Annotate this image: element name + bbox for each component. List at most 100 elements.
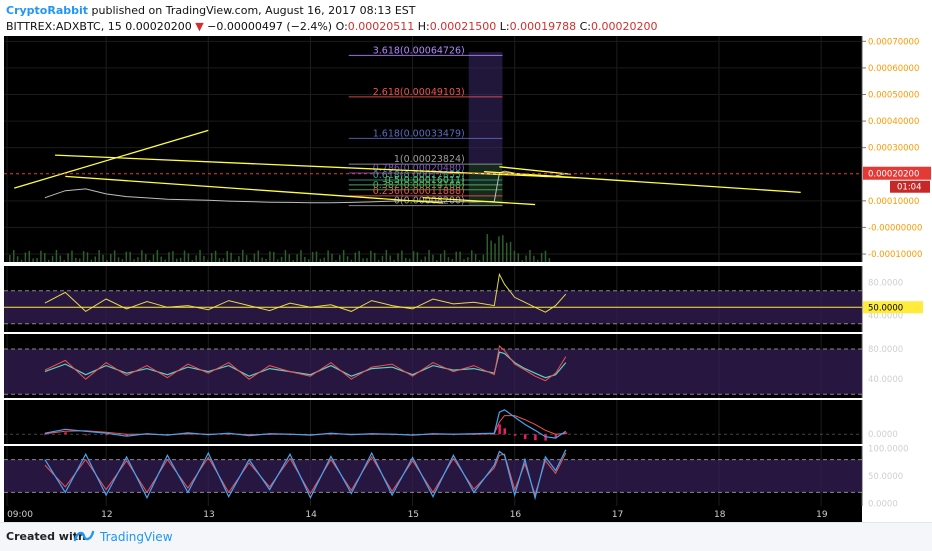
stoch-rsi-k-line: [44, 345, 567, 382]
volume-bar: [408, 258, 411, 262]
macd-histogram-bar: [513, 434, 517, 436]
trendline: [499, 166, 571, 175]
volume-bar: [249, 259, 252, 262]
volume-bar: [288, 254, 291, 262]
volume-bar: [121, 259, 124, 262]
trendline: [484, 170, 801, 193]
volume-bar: [51, 255, 54, 262]
x-tick-label: 17: [612, 510, 623, 520]
volume-bar: [470, 250, 473, 262]
volume-bar: [183, 250, 186, 262]
volume-bar: [513, 250, 516, 262]
volume-bar: [125, 251, 128, 262]
volume-bar: [86, 252, 89, 262]
volume-bar: [234, 259, 236, 262]
volume-bar: [428, 250, 430, 262]
volume-bar: [280, 256, 283, 262]
volume-bar: [257, 250, 260, 262]
author-link[interactable]: CryptoRabbit: [6, 4, 89, 17]
publish-line: CryptoRabbit published on TradingView.co…: [6, 4, 415, 17]
last-price: 0.00020200: [125, 20, 192, 33]
volume-bar: [304, 256, 306, 262]
x-tick-label: 13: [203, 510, 214, 520]
volume-bar: [377, 259, 380, 262]
macd-histogram-bar: [564, 432, 568, 435]
volume-bar: [544, 250, 547, 262]
stoch-rsi-d-line: [44, 351, 567, 379]
volume-bar: [67, 253, 69, 262]
volume-bar: [331, 253, 333, 262]
tradingview-brand[interactable]: TradingView: [100, 530, 173, 544]
macd-histogram-bar: [523, 434, 527, 440]
price-change: −0.00000497 (−2.4%): [207, 20, 333, 33]
volume-bar: [300, 250, 302, 262]
x-tick-label: 19: [816, 510, 828, 520]
volume-bar: [474, 253, 477, 262]
volume-bar: [354, 252, 357, 262]
stochastic-k-line: [44, 449, 567, 501]
volume-bar: [296, 254, 298, 262]
volume-bar: [478, 259, 481, 262]
volume-bar: [222, 258, 225, 262]
macd-histogram-bar: [43, 433, 47, 435]
volume-bar: [405, 257, 407, 262]
volume-bar: [370, 250, 372, 262]
volume-bar: [203, 255, 205, 262]
y-tick-label: 0.00060000: [868, 64, 919, 74]
pane-bg-macd: [4, 400, 862, 444]
volume-bar: [28, 251, 31, 262]
volume-bar: [439, 253, 442, 262]
stochastic-d-line: [44, 452, 567, 497]
volume-bar: [467, 257, 469, 262]
close-label: C:: [579, 20, 591, 33]
volume-bar: [199, 250, 201, 262]
volume-bar: [47, 259, 50, 262]
stoch-rsi-y-tick-label: 80.0000: [868, 345, 903, 355]
volume-bar: [164, 259, 166, 262]
volume-bar: [210, 252, 213, 262]
y-tick-label: 0.00030000: [868, 144, 919, 154]
volume-bar: [362, 258, 364, 262]
volume-bar: [78, 258, 81, 262]
volume-bar: [156, 250, 159, 262]
volume-bar: [20, 259, 23, 262]
volume-bar: [273, 252, 275, 262]
volume-bar: [238, 256, 240, 262]
stochastic-y-tick-label: 0.0000: [868, 499, 898, 509]
rsi-line: [44, 272, 567, 313]
trading-chart[interactable]: 09:00 12 13 14 15 16 17 18 19 0.00070000 0.0006000…: [0, 36, 932, 522]
volume-bar: [455, 251, 457, 262]
volume-bar: [218, 258, 221, 262]
high-value: 0.00021500: [429, 20, 497, 33]
fib-extension-zone: [468, 51, 503, 164]
macd-histogram-bar: [498, 424, 501, 435]
macd-histogram-bar: [84, 434, 88, 436]
time-axis-bg: [4, 506, 862, 522]
volume-bar: [498, 236, 500, 262]
last-price-badge: [863, 166, 931, 180]
fib-level-label: 0.5(0.00016011): [385, 175, 465, 186]
y-tick-label: 0.00010000: [868, 197, 919, 207]
volume-bar: [424, 256, 426, 262]
published-text: published on TradingView.com, August 16,…: [91, 4, 416, 17]
volume-bar: [486, 234, 489, 262]
trendline: [55, 154, 577, 179]
volume-bar: [517, 253, 520, 262]
volume-bar: [463, 259, 465, 262]
fib-level-label: 3.618(0.00064726): [373, 45, 465, 56]
fib-level-label: 1(0.00023824): [394, 154, 465, 165]
open-value: 0.00020511: [347, 20, 415, 33]
macd-histogram-bar: [493, 433, 496, 435]
x-tick-label: 14: [305, 510, 317, 520]
y-tick-label: 0.00050000: [868, 90, 919, 100]
volume-bar: [420, 259, 423, 262]
high-label: H:: [417, 20, 430, 33]
macd-histogram-bar: [64, 432, 67, 435]
volume-bar: [432, 254, 434, 262]
volume-bar: [536, 259, 539, 262]
volume-bar: [494, 243, 496, 262]
volume-bar: [129, 251, 131, 262]
x-tick-label: 16: [510, 510, 522, 520]
volume-bar: [459, 251, 461, 262]
stoch-rsi-y-tick-label: 40.0000: [868, 375, 903, 385]
